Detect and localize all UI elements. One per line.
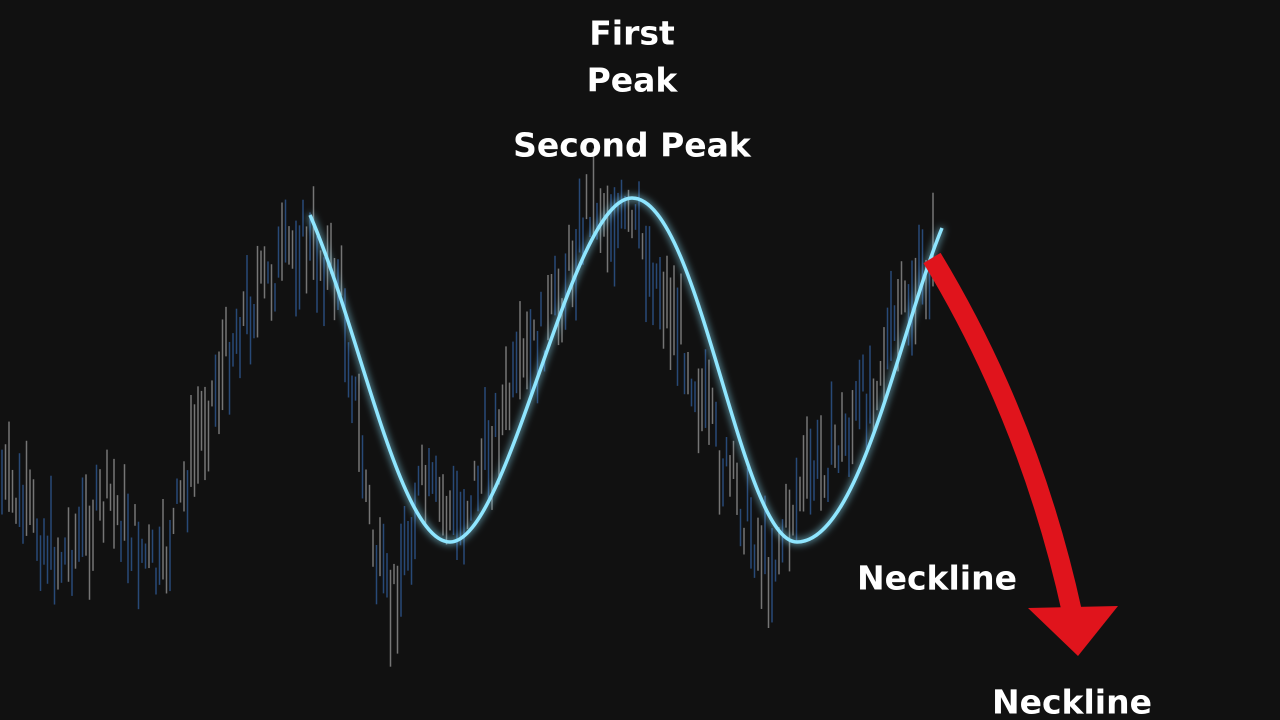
pattern-curve <box>308 196 944 544</box>
annotation: Neckline <box>857 559 1017 598</box>
annotation: Peak <box>587 61 679 100</box>
annotation: First <box>589 14 675 53</box>
arrow-shaft <box>923 252 1082 615</box>
annotation: Second Peak <box>513 126 752 165</box>
annotation: Neckline <box>992 683 1152 720</box>
price-bars <box>1 148 934 667</box>
arrow-head <box>1028 606 1118 656</box>
